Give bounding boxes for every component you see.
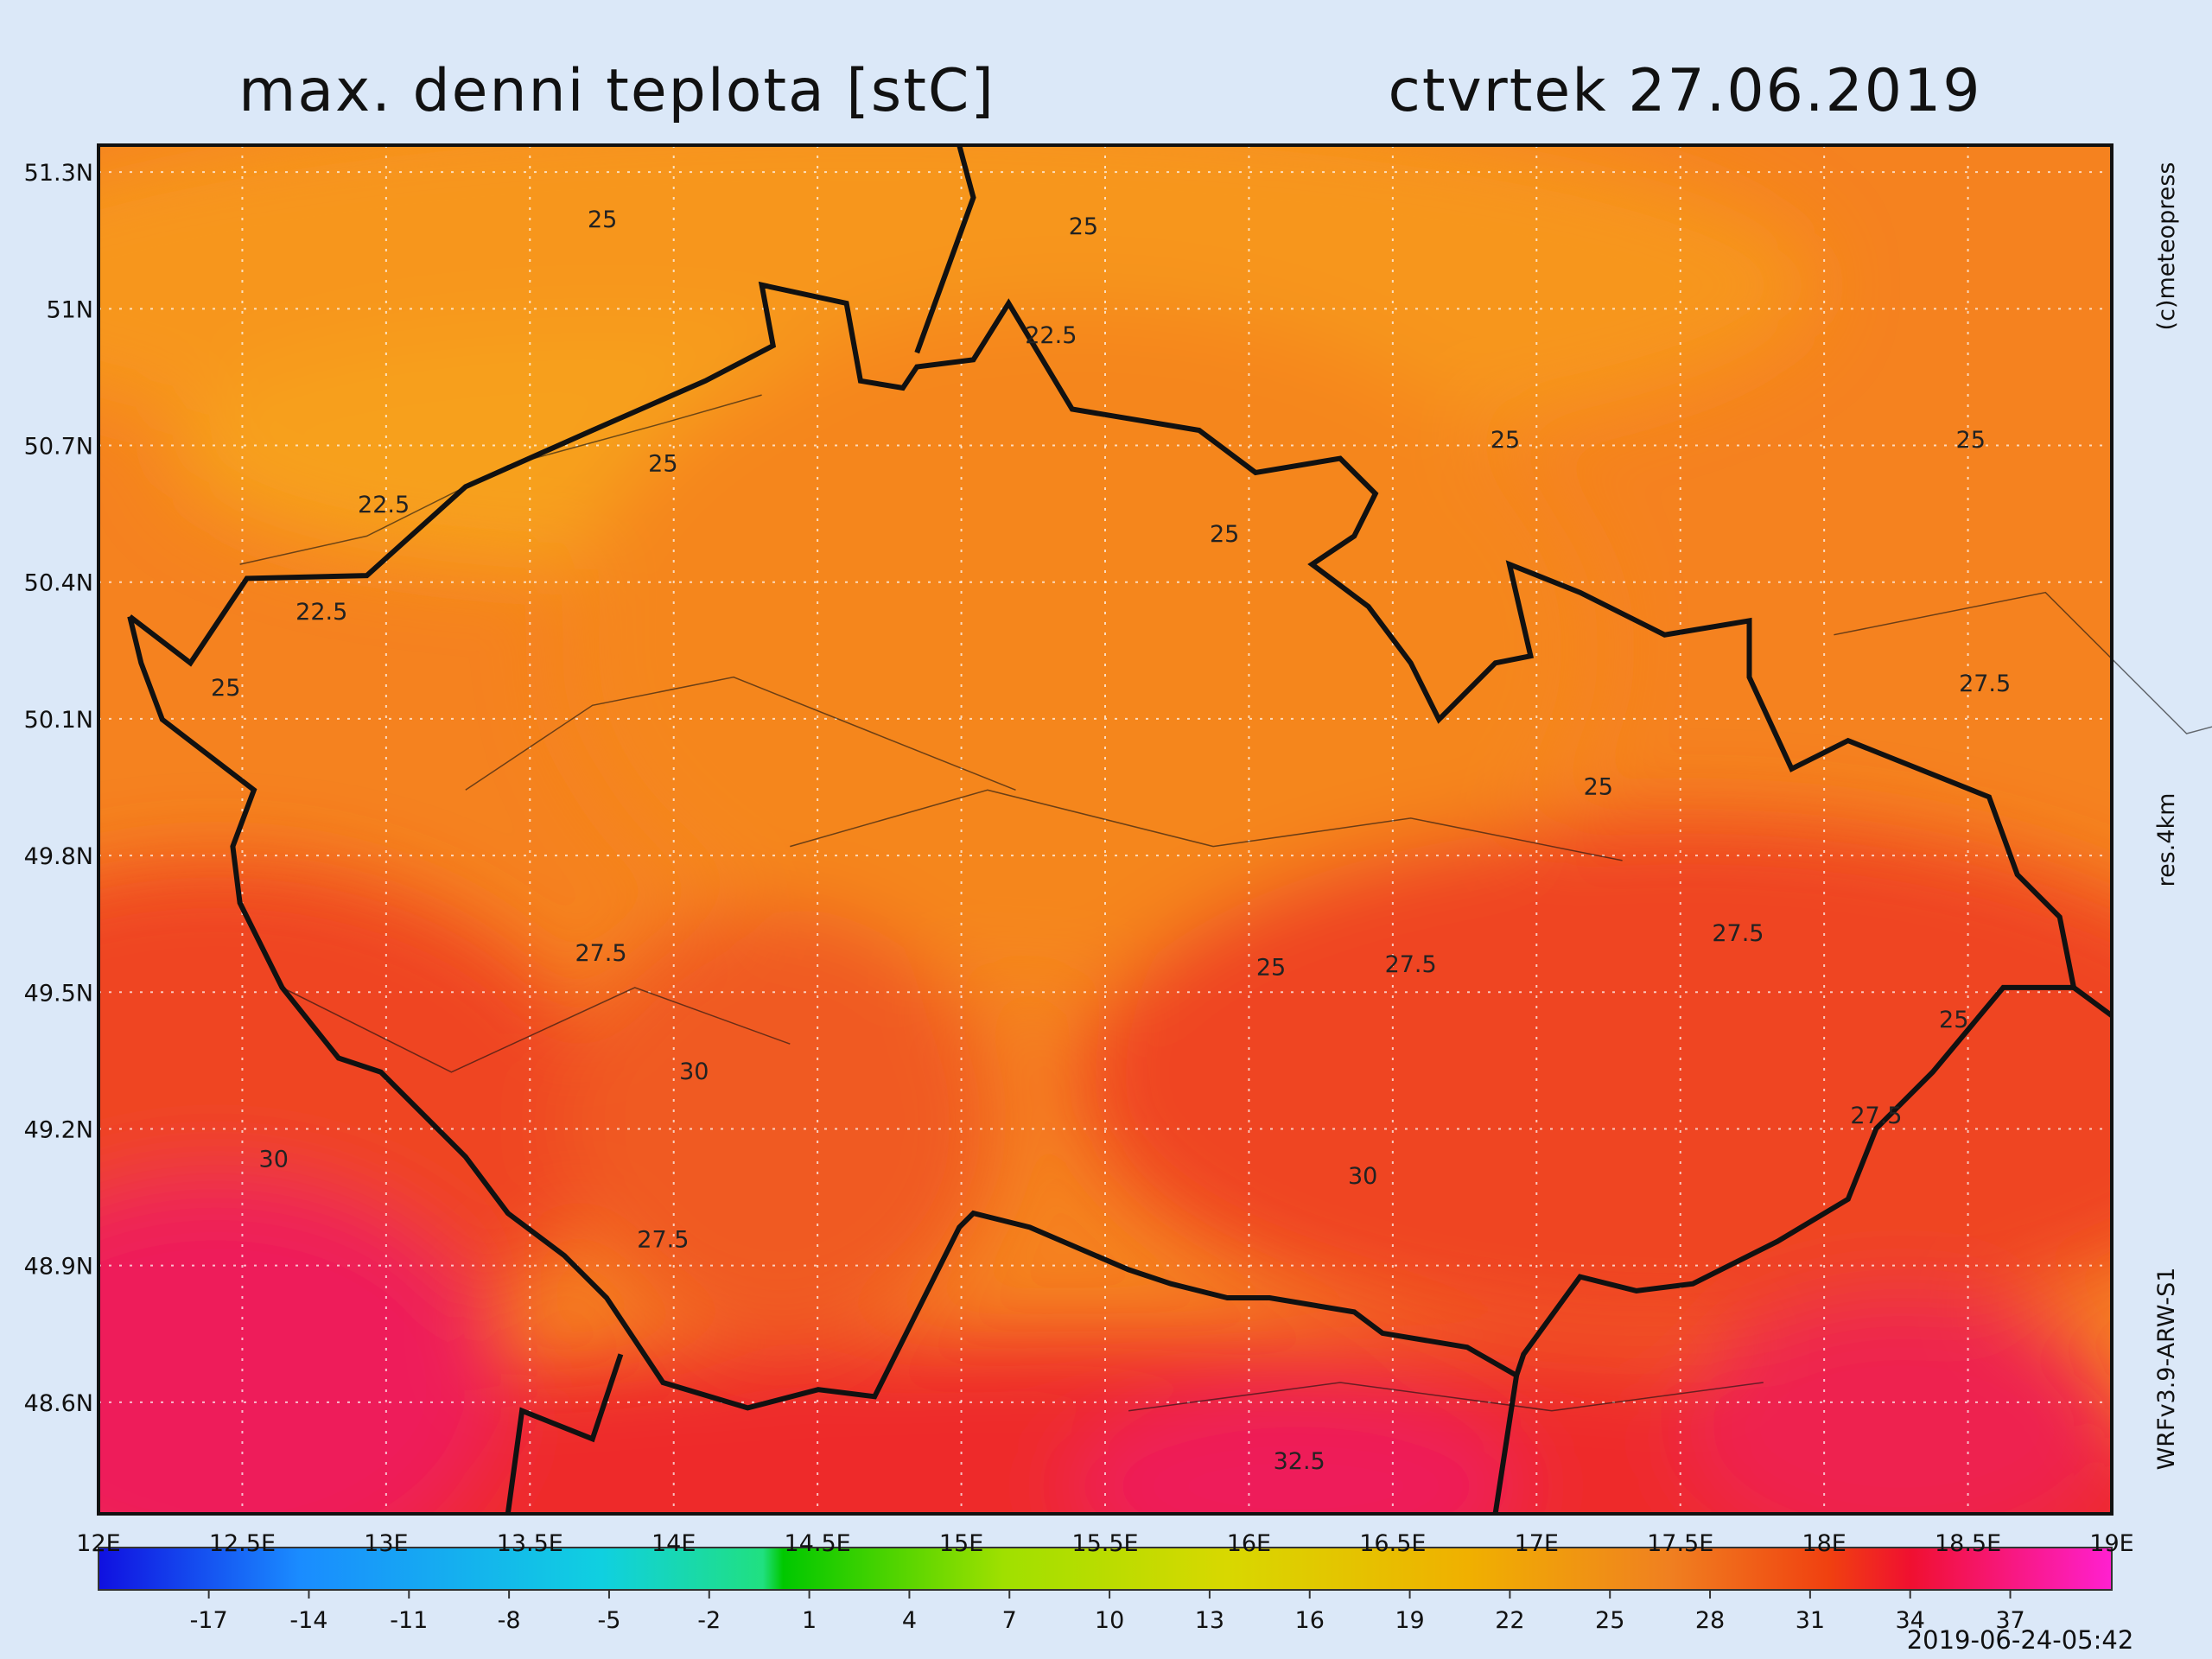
colorbar-label: 37 (1995, 1607, 2024, 1634)
lat-label: 50.1N (24, 707, 93, 734)
colorbar-label: 34 (1896, 1607, 1925, 1634)
colorbar-label: 31 (1796, 1607, 1825, 1634)
contour-label: 25 (1256, 954, 1286, 981)
lon-label: 16.5E (1359, 1530, 1426, 1557)
contour-label: 27.5 (575, 940, 626, 967)
colorbar-label: 28 (1695, 1607, 1725, 1634)
field-blobs (99, 145, 2112, 1514)
colorbar-label: 7 (1002, 1607, 1017, 1634)
contour-label: 25 (211, 675, 240, 702)
map-field (99, 145, 2112, 1514)
contour-label: 30 (1348, 1163, 1377, 1190)
colorbar-label: -8 (498, 1607, 521, 1634)
contour-label: 27.5 (1385, 951, 1437, 978)
country-border (1492, 1375, 1520, 1515)
lat-label: 48.6N (24, 1390, 93, 1417)
contour-label: 22.5 (1025, 322, 1077, 349)
lon-label: 18E (1802, 1530, 1846, 1557)
contour-line (282, 987, 791, 1073)
lat-label: 50.4N (24, 570, 93, 597)
contour-line (1834, 591, 2212, 734)
lon-label: 12.5E (209, 1530, 276, 1557)
map-date: ctvrtek 27.06.2019 (1388, 57, 1981, 125)
lat-label: 49.5N (24, 980, 93, 1007)
lon-label: 15E (939, 1530, 983, 1557)
contour-label: 25 (588, 207, 617, 233)
contour-label: 27.5 (1850, 1103, 1902, 1129)
lat-label: 50.7N (24, 434, 93, 461)
contour-label: 27.5 (637, 1226, 689, 1253)
lat-label: 49.8N (24, 843, 93, 870)
colorbar (98, 1547, 2113, 1591)
lon-label: 18.5E (1935, 1530, 2001, 1557)
colorbar-label: 4 (902, 1607, 917, 1634)
contour-label: 25 (1584, 773, 1613, 800)
contour-label: 27.5 (1959, 671, 2011, 697)
lon-label: 19E (2089, 1530, 2133, 1557)
lat-label: 48.9N (24, 1254, 93, 1281)
map-frame (97, 143, 2113, 1516)
contour-label: 27.5 (1712, 920, 1764, 947)
contour-line (790, 789, 1623, 861)
contour-label: 25 (1210, 521, 1239, 548)
lon-label: 17.5E (1647, 1530, 1713, 1557)
credit: (c)meteopress (2153, 162, 2180, 331)
contour-label: 25 (1956, 427, 1986, 454)
lon-label: 14E (652, 1530, 696, 1557)
lon-label: 13E (364, 1530, 408, 1557)
colorbar-label: 19 (1395, 1607, 1424, 1634)
country-border (914, 144, 976, 354)
lon-label: 16E (1227, 1530, 1271, 1557)
contour-line (239, 394, 762, 565)
country-border (505, 1353, 624, 1515)
contour-label: 25 (1069, 213, 1098, 240)
lon-label: 13.5E (497, 1530, 563, 1557)
colorbar-label: 16 (1295, 1607, 1325, 1634)
contour-label: 22.5 (296, 599, 347, 626)
colorbar-label: -17 (190, 1607, 228, 1634)
contour-line (465, 676, 1016, 791)
colorbar-label: 25 (1595, 1607, 1624, 1634)
colorbar-label: 13 (1195, 1607, 1224, 1634)
lon-label: 15.5E (1071, 1530, 1138, 1557)
contour-label: 25 (1491, 427, 1520, 454)
contour-label: 32.5 (1274, 1448, 1325, 1475)
lon-label: 12E (76, 1530, 120, 1557)
model: WRFv3.9-ARW-S1 (2153, 1268, 2180, 1471)
contour-label: 25 (648, 451, 677, 478)
resolution: res.4km (2153, 793, 2180, 887)
contour-label: 30 (679, 1058, 709, 1085)
map-title: max. denni teplota [stC] (238, 57, 995, 125)
country-border (127, 281, 2077, 1411)
colorbar-label: 1 (802, 1607, 817, 1634)
lat-label: 49.2N (24, 1116, 93, 1143)
colorbar-label: -14 (289, 1607, 327, 1634)
colorbar-label: 22 (1495, 1607, 1524, 1634)
contour-label: 25 (1939, 1007, 1968, 1033)
contour-line (1128, 1382, 1764, 1412)
borders (127, 144, 2212, 1515)
colorbar-label: -5 (597, 1607, 620, 1634)
timestamp: 2019-06-24-05:42 (1907, 1625, 2134, 1655)
lat-label: 51N (46, 296, 93, 323)
colorbar-label: -2 (697, 1607, 721, 1634)
contour-label: 22.5 (358, 492, 410, 518)
lat-label: 51.3N (24, 160, 93, 187)
lon-label: 14.5E (785, 1530, 851, 1557)
colorbar-label: -11 (390, 1607, 428, 1634)
colorbar-label: 10 (1095, 1607, 1124, 1634)
contour-label: 30 (259, 1146, 289, 1173)
country-border (2072, 985, 2113, 1018)
lon-label: 17E (1515, 1530, 1559, 1557)
